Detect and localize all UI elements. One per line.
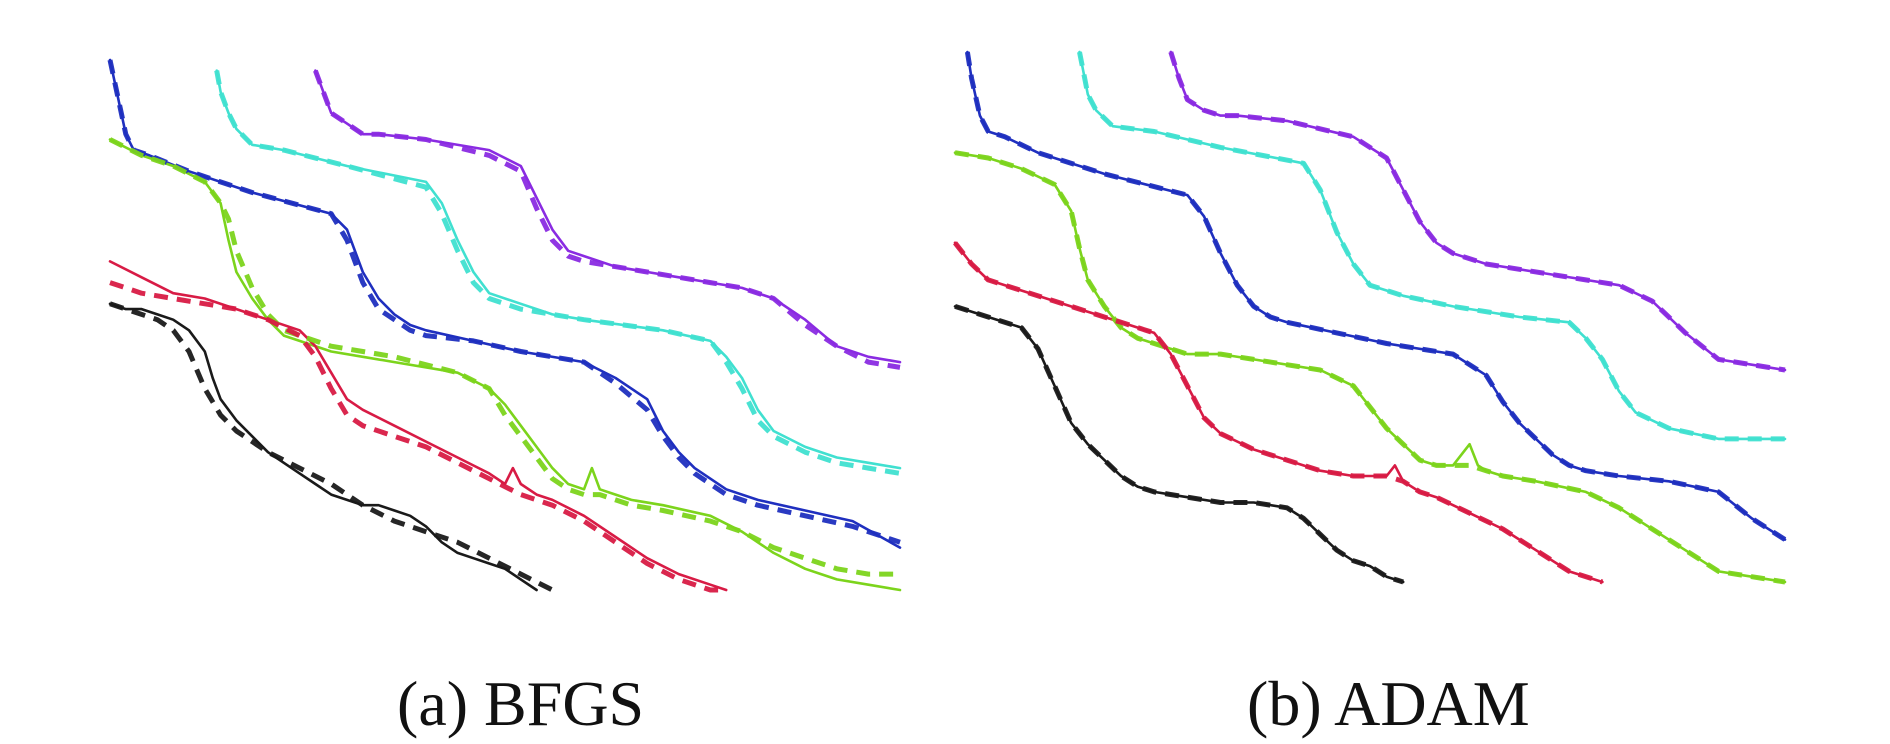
bfgs-target-line-5	[108, 260, 728, 592]
panel-adam	[953, 50, 1787, 585]
adam-estimate-line-3	[964, 51, 1787, 542]
panel-bfgs	[107, 58, 902, 593]
adam-estimate-line-6	[954, 304, 1404, 585]
caption-bfgs: (a) BFGS	[397, 668, 645, 739]
bfgs-target-line-4	[108, 138, 902, 592]
adam-estimate-line-4	[954, 150, 1786, 585]
adam-target-line-3	[966, 50, 1787, 541]
bfgs-estimate-line-1	[313, 69, 901, 370]
adam-target-line-6	[953, 305, 1405, 584]
bfgs-estimate-line-4	[108, 137, 900, 577]
bfgs-estimate-line-3	[107, 59, 901, 545]
caption-adam: (b) ADAM	[1247, 668, 1530, 739]
adam-estimate-line-2	[1077, 51, 1785, 442]
chart-adam	[953, 50, 1787, 585]
bfgs-target-line-1	[314, 69, 902, 364]
adam-target-line-4	[953, 151, 1787, 584]
bfgs-estimate-line-6	[109, 301, 554, 593]
adam-estimate-line-1	[1168, 51, 1786, 373]
bfgs-estimate-line-5	[109, 280, 727, 593]
bfgs-estimate-line-2	[214, 70, 901, 476]
bfgs-target-line-2	[215, 69, 902, 470]
bfgs-target-line-6	[108, 302, 538, 592]
adam-target-line-1	[1169, 50, 1787, 372]
chart-bfgs	[107, 58, 902, 593]
adam-estimate-line-5	[953, 241, 1604, 585]
